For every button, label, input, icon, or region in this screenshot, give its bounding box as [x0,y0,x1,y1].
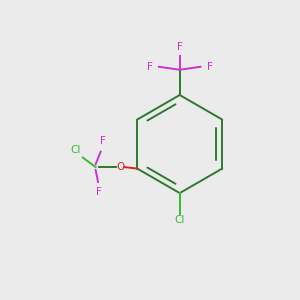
Text: F: F [206,62,212,72]
Text: O: O [116,162,124,172]
Text: F: F [100,136,106,146]
Text: F: F [147,62,153,72]
Text: Cl: Cl [70,145,81,155]
Text: F: F [96,187,102,197]
Text: Cl: Cl [175,215,185,225]
Text: F: F [177,43,183,52]
